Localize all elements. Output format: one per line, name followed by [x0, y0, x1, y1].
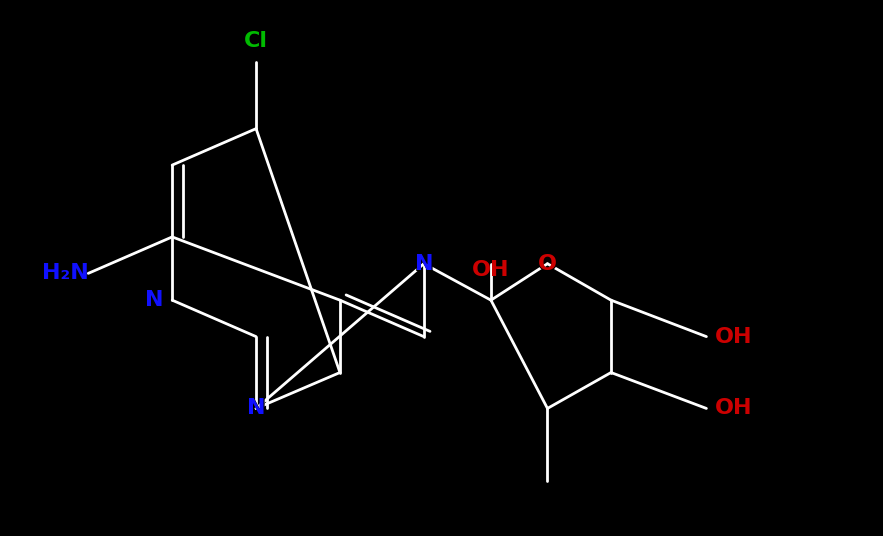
Text: OH: OH: [715, 397, 758, 420]
Text: N: N: [415, 254, 433, 274]
Text: H₂N: H₂N: [35, 262, 88, 285]
Text: N: N: [247, 398, 265, 419]
Text: OH: OH: [470, 256, 512, 280]
Text: OH: OH: [715, 325, 758, 348]
Text: Cl: Cl: [244, 31, 268, 51]
Text: N: N: [413, 252, 434, 276]
Text: O: O: [537, 252, 558, 276]
Text: N: N: [245, 397, 267, 420]
Text: H₂N: H₂N: [42, 263, 88, 284]
Text: O: O: [538, 254, 557, 274]
Text: N: N: [142, 288, 163, 312]
Text: OH: OH: [715, 398, 752, 419]
Text: N: N: [145, 290, 163, 310]
Text: OH: OH: [472, 260, 509, 280]
Text: OH: OH: [715, 326, 752, 347]
Text: Cl: Cl: [243, 27, 269, 51]
